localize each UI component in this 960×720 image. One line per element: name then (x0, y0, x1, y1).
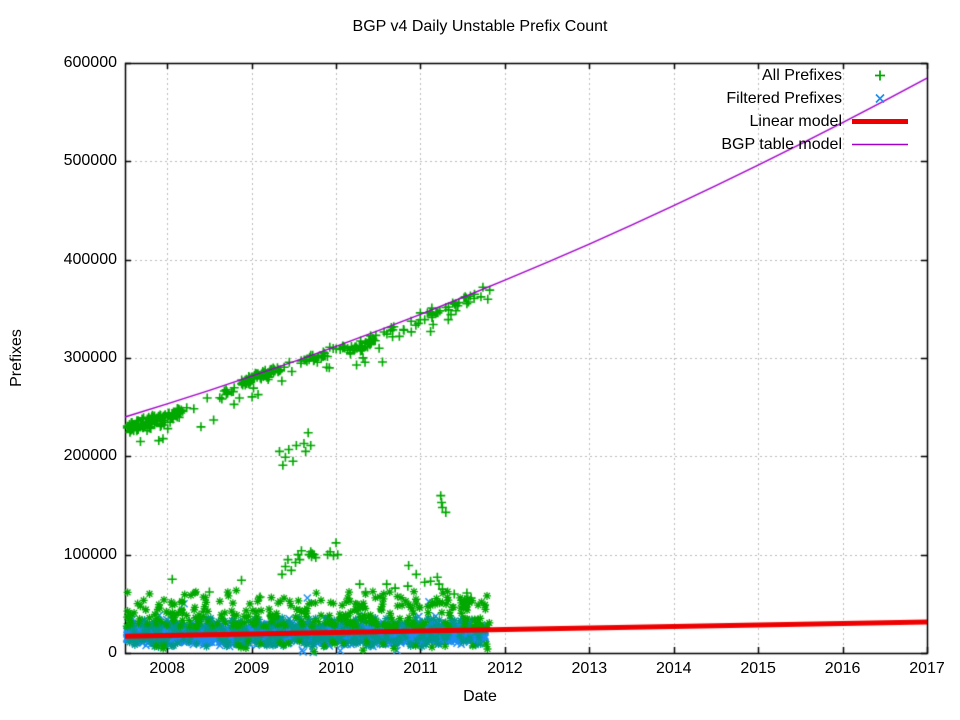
x-tick-label: 2008 (149, 660, 185, 677)
x-tick-label: 2014 (655, 660, 692, 677)
chart-title: BGP v4 Daily Unstable Prefix Count (352, 18, 608, 35)
legend-label: Filtered Prefixes (726, 89, 842, 107)
y-tick-label: 300000 (63, 349, 117, 366)
legend-item-filtered-prefixes: Filtered Prefixes (721, 87, 912, 110)
legend-label: Linear model (749, 112, 843, 130)
y-tick-label: 400000 (63, 250, 117, 268)
x-tick-label: 2012 (487, 660, 523, 677)
y-tick-label: 600000 (63, 54, 117, 71)
x-tick-label: 2015 (740, 660, 776, 677)
x-tick-label: 2016 (824, 660, 861, 677)
legend: All Prefixes Filtered Prefixes Linear mode… (721, 64, 912, 156)
x-tick-label: 2009 (233, 660, 270, 677)
legend-item-bgp-table-model: BGP table model (721, 133, 912, 156)
legend-line-sample (852, 143, 908, 146)
legend-label: BGP table model (721, 135, 842, 153)
legend-label: All Prefixes (761, 66, 842, 84)
y-tick-label: 200000 (63, 447, 117, 465)
legend-line-sample (852, 119, 908, 124)
x-tick-label: 2013 (571, 660, 608, 677)
x-tick-label: 2017 (909, 660, 945, 677)
legend-item-linear-model: Linear model (721, 110, 912, 133)
y-tick-label: 500000 (63, 152, 117, 170)
legend-marker-plus-icon (875, 70, 885, 81)
x-tick-label: 2010 (318, 660, 354, 677)
x-tick-label: 2011 (403, 660, 438, 677)
y-tick-label: 100000 (63, 545, 117, 563)
y-tick-label: 0 (108, 644, 117, 661)
legend-marker-cross-icon (875, 93, 885, 104)
legend-item-all-prefixes: All Prefixes (721, 64, 912, 87)
x-axis-label: Date (463, 688, 497, 705)
